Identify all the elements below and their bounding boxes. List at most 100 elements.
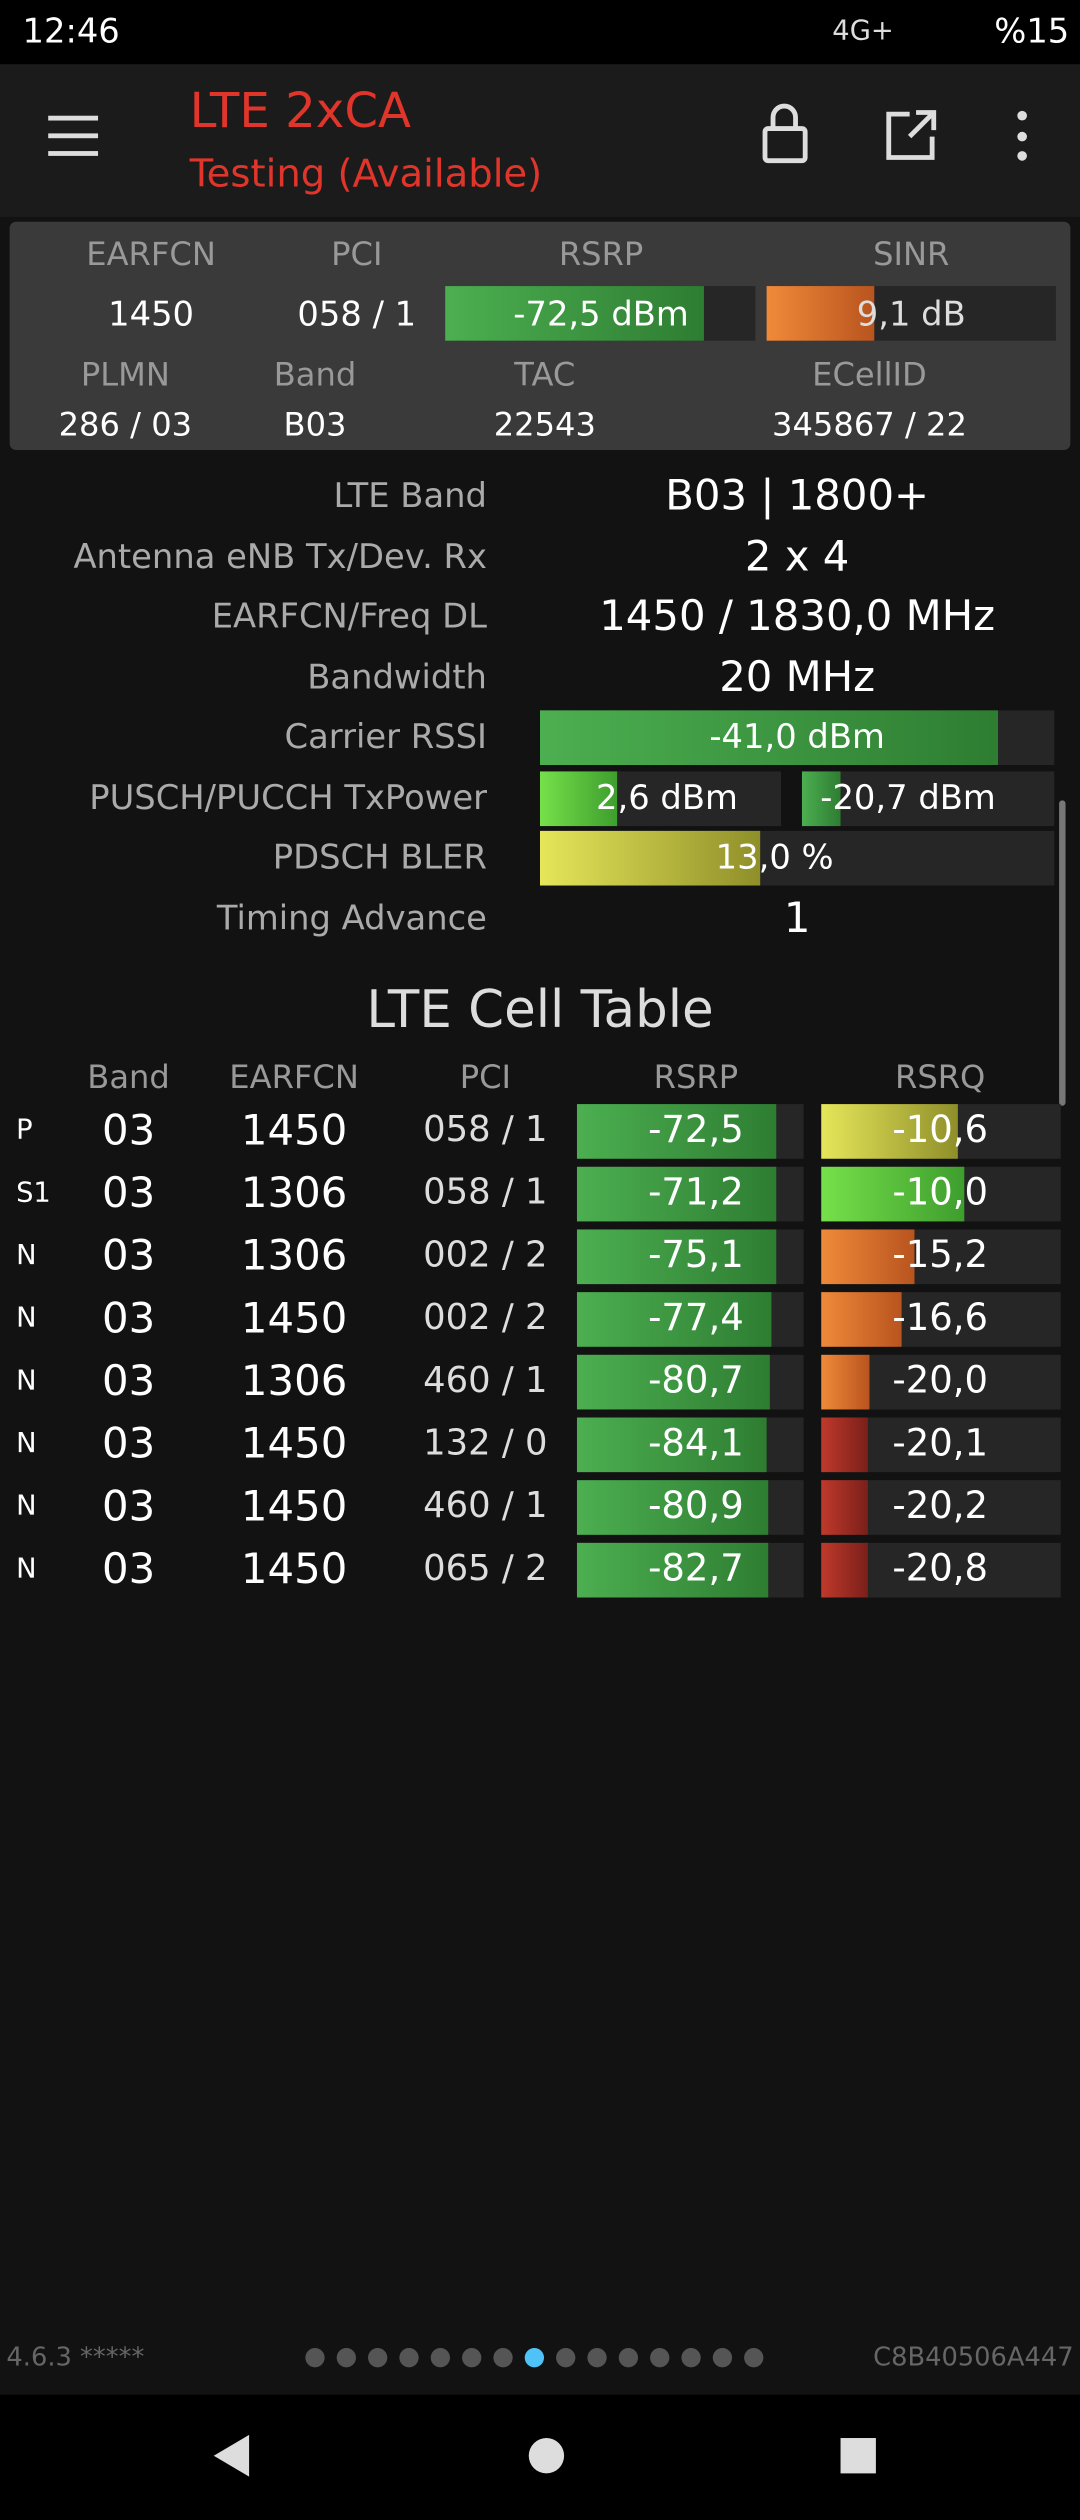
more-icon[interactable] bbox=[1017, 110, 1027, 161]
rsrq-cell-bar bbox=[821, 1292, 902, 1347]
cell-rsrq: -20,2 bbox=[892, 1485, 989, 1528]
page-dot[interactable] bbox=[650, 2348, 670, 2368]
rsrq-cell-bar bbox=[821, 1417, 868, 1473]
page-dot[interactable] bbox=[336, 2348, 356, 2368]
summary-value: 1450 bbox=[108, 294, 195, 334]
page-dot[interactable] bbox=[462, 2348, 482, 2368]
cell-pci: 460 / 1 bbox=[423, 1361, 548, 1402]
column-header: EARFCN bbox=[229, 1057, 359, 1097]
summary-value: 058 / 1 bbox=[297, 294, 417, 334]
cell-rsrp: -71,2 bbox=[648, 1172, 744, 1215]
battery-level: %15 bbox=[994, 12, 1070, 51]
summary-header: RSRP bbox=[558, 234, 644, 274]
hamburger-icon[interactable] bbox=[48, 115, 99, 156]
column-header: RSRP bbox=[653, 1057, 739, 1097]
cell-earfcn: 1450 bbox=[240, 1420, 348, 1469]
cell-type: P bbox=[16, 1114, 33, 1147]
cell-type: N bbox=[16, 1365, 37, 1398]
app-title: LTE 2xCA bbox=[189, 83, 411, 140]
cell-band: 03 bbox=[101, 1107, 156, 1156]
page-dot[interactable] bbox=[712, 2348, 733, 2368]
summary-header: SINR bbox=[873, 234, 950, 274]
column-header: RSRQ bbox=[894, 1057, 986, 1097]
rsrp-cell-bar bbox=[576, 1480, 769, 1535]
cell-rsrp: -80,7 bbox=[648, 1360, 744, 1403]
cell-rsrq: -20,1 bbox=[892, 1423, 989, 1465]
cell-earfcn: 1450 bbox=[240, 1107, 348, 1156]
page-dot[interactable] bbox=[618, 2348, 639, 2368]
detail-value: 2 x 4 bbox=[744, 533, 850, 582]
page-dot[interactable] bbox=[524, 2348, 545, 2368]
cell-band: 03 bbox=[101, 1546, 156, 1595]
column-header: Band bbox=[87, 1057, 170, 1097]
summary-header: ECellID bbox=[812, 355, 927, 394]
table-title: LTE Cell Table bbox=[366, 978, 714, 1040]
app-bar bbox=[0, 64, 1080, 217]
rsrp-bar bbox=[445, 286, 704, 341]
cell-pci: 002 / 2 bbox=[423, 1235, 548, 1277]
cell-rsrp: -80,9 bbox=[648, 1485, 744, 1528]
app-subtitle: Testing (Available) bbox=[189, 151, 543, 197]
cell-type: N bbox=[16, 1553, 37, 1586]
summary-header: TAC bbox=[514, 355, 576, 394]
cell-earfcn: 1306 bbox=[240, 1358, 348, 1407]
detail-value: 1 bbox=[783, 895, 811, 944]
cell-earfcn: 1450 bbox=[240, 1295, 348, 1344]
summary-header: PLMN bbox=[80, 355, 170, 394]
cell-rsrp: -75,1 bbox=[648, 1235, 744, 1277]
cell-pci: 460 / 1 bbox=[423, 1486, 548, 1527]
rsrp-cell-bar bbox=[576, 1229, 777, 1285]
cell-earfcn: 1306 bbox=[240, 1232, 348, 1281]
page-dot[interactable] bbox=[681, 2348, 701, 2368]
home-button[interactable] bbox=[528, 2438, 565, 2474]
rsrp-cell-bar bbox=[576, 1354, 770, 1410]
summary-value: 286 / 03 bbox=[58, 404, 193, 444]
bler-bar bbox=[539, 830, 761, 886]
rsrq-cell-bar bbox=[821, 1542, 868, 1598]
rsrq-cell-bar bbox=[821, 1354, 870, 1410]
cell-pci: 132 / 0 bbox=[423, 1423, 548, 1465]
cell-band: 03 bbox=[101, 1295, 156, 1344]
cell-type: N bbox=[16, 1239, 37, 1273]
summary-value: 9,1 dB bbox=[856, 294, 966, 334]
page-dot[interactable] bbox=[556, 2348, 576, 2368]
rsrq-cell-bar bbox=[821, 1166, 965, 1222]
recents-button[interactable] bbox=[840, 2438, 876, 2474]
summary-value: 22543 bbox=[493, 404, 596, 444]
cell-rsrq: -15,2 bbox=[892, 1235, 989, 1277]
share-icon[interactable] bbox=[886, 110, 937, 160]
cell-rsrp: -82,7 bbox=[648, 1548, 744, 1591]
detail-value: 13,0 % bbox=[715, 838, 834, 877]
sinr-bar bbox=[766, 286, 875, 341]
rsrp-cell-bar bbox=[576, 1166, 777, 1222]
cell-earfcn: 1450 bbox=[240, 1483, 348, 1532]
rsrq-cell-bar bbox=[821, 1104, 958, 1159]
cell-band: 03 bbox=[101, 1358, 156, 1407]
page-dot[interactable] bbox=[493, 2348, 513, 2368]
page-dot[interactable] bbox=[305, 2348, 325, 2368]
cell-rsrp: -72,5 bbox=[648, 1109, 744, 1152]
page-dot[interactable] bbox=[744, 2348, 764, 2368]
cell-pci: 058 / 1 bbox=[423, 1173, 548, 1214]
page-dot[interactable] bbox=[587, 2348, 607, 2368]
lock-icon[interactable] bbox=[762, 103, 808, 164]
summary-header: PCI bbox=[331, 234, 383, 274]
network-type: 4G+ bbox=[832, 15, 894, 48]
cell-type: S1 bbox=[16, 1177, 51, 1210]
detail-label: Carrier RSSI bbox=[284, 717, 487, 757]
cell-pci: 065 / 2 bbox=[423, 1549, 548, 1590]
page-dot[interactable] bbox=[368, 2348, 388, 2368]
rsrq-cell-bar bbox=[821, 1229, 915, 1285]
page-dot[interactable] bbox=[399, 2348, 419, 2368]
summary-header: EARFCN bbox=[86, 234, 216, 274]
detail-label: Bandwidth bbox=[307, 658, 487, 697]
cell-rsrq: -10,6 bbox=[892, 1109, 989, 1152]
rsrq-cell-bar bbox=[821, 1480, 868, 1535]
rsrp-cell-bar bbox=[576, 1417, 767, 1473]
back-button[interactable] bbox=[213, 2434, 250, 2477]
detail-value: B03 | 1800+ bbox=[665, 472, 930, 521]
detail-label: EARFCN/Freq DL bbox=[211, 597, 487, 636]
page-dot[interactable] bbox=[430, 2348, 450, 2368]
cell-pci: 002 / 2 bbox=[423, 1298, 548, 1339]
